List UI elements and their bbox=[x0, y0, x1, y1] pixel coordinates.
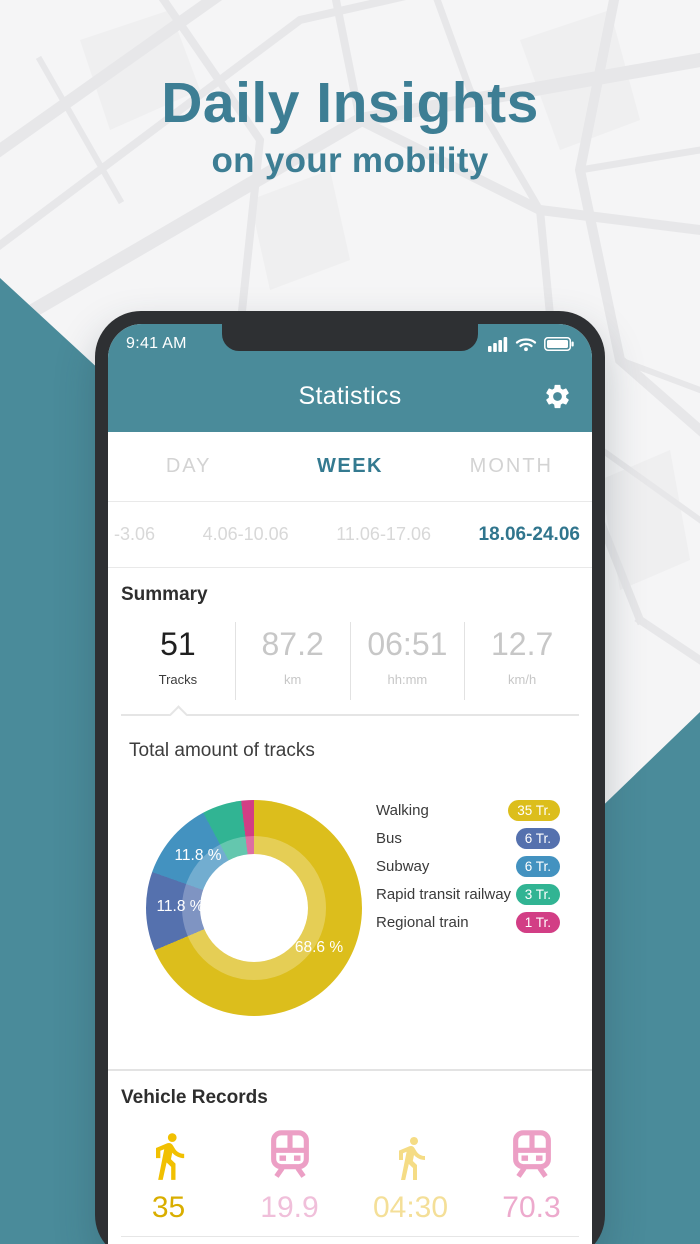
record-value: 70.3 bbox=[502, 1191, 561, 1224]
stat-duration-value: 06:51 bbox=[367, 626, 448, 662]
hero-subtitle: on your mobility bbox=[211, 140, 489, 180]
stat-distance[interactable]: 87.2 km bbox=[234, 622, 350, 700]
legend-label: Walking bbox=[376, 801, 429, 819]
stat-speed-value: 12.7 bbox=[490, 626, 554, 662]
selected-stat-caret bbox=[169, 705, 188, 724]
record-train-distance[interactable]: 19.9 bbox=[229, 1123, 350, 1225]
legend-badge: 1 Tr. bbox=[515, 911, 560, 933]
summary-section: Summary 51 Tracks 87.2 km 06:51 hh:mm 12… bbox=[108, 568, 592, 724]
train-icon bbox=[270, 1130, 309, 1178]
legend-label: Regional train bbox=[376, 913, 469, 931]
stat-duration[interactable]: 06:51 hh:mm bbox=[349, 622, 465, 700]
legend-label: Subway bbox=[376, 857, 430, 875]
stat-tracks[interactable]: 51 Tracks bbox=[121, 622, 235, 700]
bottom-divider bbox=[121, 1236, 579, 1237]
hero-title: Daily Insights bbox=[161, 71, 539, 135]
legend-row-rapid-transit[interactable]: Rapid transit railway 3 Tr. bbox=[376, 880, 560, 908]
legend-badge: 3 Tr. bbox=[515, 883, 560, 905]
gear-icon[interactable] bbox=[543, 382, 572, 411]
legend-row-walking[interactable]: Walking 35 Tr. bbox=[376, 796, 560, 824]
stat-speed[interactable]: 12.7 km/h bbox=[464, 622, 579, 700]
chart-legend: Walking 35 Tr. Bus 6 Tr. Subway 6 Tr. Ra… bbox=[376, 796, 560, 936]
vehicle-records-row: 35 19.9 bbox=[108, 1123, 592, 1225]
train-icon bbox=[512, 1130, 551, 1178]
tab-day[interactable]: DAY bbox=[165, 455, 212, 477]
stat-duration-unit: hh:mm bbox=[387, 671, 428, 687]
phone-mockup: 9:41 AM bbox=[95, 311, 605, 1244]
donut-hole bbox=[200, 854, 308, 962]
hero-headline: Daily Insights on your mobility bbox=[0, 72, 700, 181]
week-range-4-selected[interactable]: 18.06-24.06 bbox=[478, 523, 580, 545]
vehicle-records-title: Vehicle Records bbox=[121, 1087, 268, 1108]
week-range-2[interactable]: 4.06-10.06 bbox=[202, 524, 289, 544]
record-value: 35 bbox=[151, 1191, 186, 1224]
period-tabs: DAY WEEK MONTH bbox=[108, 432, 592, 502]
legend-badge: 6 Tr. bbox=[515, 855, 560, 877]
legend-badge: 35 Tr. bbox=[508, 799, 560, 821]
status-icons bbox=[488, 336, 574, 352]
app-bar: Statistics bbox=[108, 360, 592, 432]
summary-title: Summary bbox=[121, 584, 208, 605]
legend-label: Bus bbox=[376, 829, 402, 847]
status-time: 9:41 AM bbox=[126, 335, 187, 352]
walking-icon bbox=[398, 1137, 425, 1180]
stat-tracks-value: 51 bbox=[160, 626, 196, 662]
record-train-speed[interactable]: 70.3 bbox=[471, 1123, 592, 1225]
legend-row-regional-train[interactable]: Regional train 1 Tr. bbox=[376, 908, 560, 936]
summary-stats-row: 51 Tracks 87.2 km 06:51 hh:mm 12.7 km/h bbox=[121, 622, 579, 700]
stat-tracks-unit: Tracks bbox=[158, 671, 198, 687]
wifi-icon bbox=[515, 338, 537, 352]
legend-row-bus[interactable]: Bus 6 Tr. bbox=[376, 824, 560, 852]
battery-icon bbox=[544, 337, 574, 351]
donut-chart[interactable]: 68.6 % 11.8 % 11.8 % bbox=[146, 800, 362, 1016]
record-walking-duration[interactable]: 04:30 bbox=[350, 1123, 471, 1225]
week-selector: -3.06 4.06-10.06 11.06-17.06 18.06-24.06 bbox=[108, 502, 592, 568]
summary-indicator-divider bbox=[121, 705, 579, 724]
section-divider bbox=[108, 1069, 592, 1071]
record-walking-tracks[interactable]: 35 bbox=[108, 1123, 229, 1225]
legend-label: Rapid transit railway bbox=[376, 885, 512, 903]
signal-icon bbox=[488, 337, 508, 352]
tracks-chart-section: Total amount of tracks 68.6 % 11.8 % 11.… bbox=[108, 722, 592, 1069]
page-title: Statistics bbox=[298, 381, 402, 410]
stat-distance-value: 87.2 bbox=[261, 626, 324, 662]
week-range-3[interactable]: 11.06-17.06 bbox=[336, 524, 431, 544]
stat-distance-unit: km bbox=[283, 671, 302, 687]
vehicle-records-section: Vehicle Records 35 bbox=[108, 1071, 592, 1244]
phone-screen: 9:41 AM bbox=[108, 324, 592, 1244]
slice-label-subway: 11.8 % bbox=[174, 847, 222, 864]
tab-month[interactable]: MONTH bbox=[469, 455, 553, 477]
slice-label-bus: 11.8 % bbox=[156, 898, 204, 915]
legend-row-subway[interactable]: Subway 6 Tr. bbox=[376, 852, 560, 880]
phone-notch bbox=[222, 324, 478, 351]
chart-title: Total amount of tracks bbox=[129, 740, 315, 761]
record-value: 04:30 bbox=[372, 1191, 449, 1224]
walking-icon bbox=[155, 1133, 184, 1180]
legend-badge: 6 Tr. bbox=[515, 827, 560, 849]
slice-label-walking: 68.6 % bbox=[294, 939, 344, 956]
stat-speed-unit: km/h bbox=[508, 671, 537, 687]
record-value: 19.9 bbox=[260, 1191, 319, 1224]
tab-week[interactable]: WEEK bbox=[316, 455, 383, 477]
week-range-1[interactable]: -3.06 bbox=[114, 524, 156, 544]
